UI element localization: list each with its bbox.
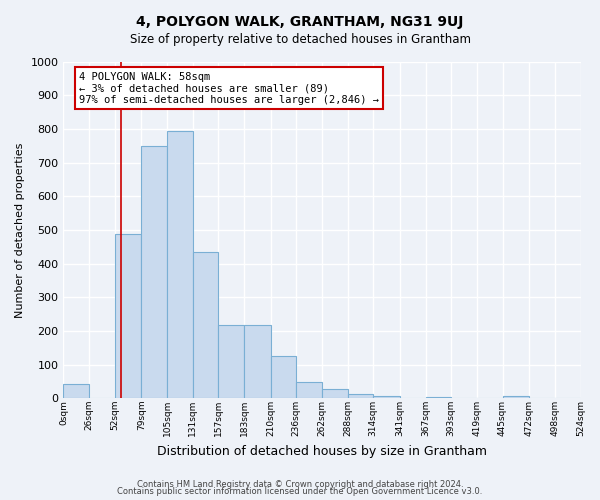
Bar (64, 384, 89, 398)
Text: Contains HM Land Registry data © Crown copyright and database right 2024.: Contains HM Land Registry data © Crown c… (137, 480, 463, 489)
Bar (142, 146, 167, 398)
Bar (347, 394, 373, 398)
Bar (193, 252, 218, 398)
Bar (425, 396, 451, 398)
Bar (322, 389, 347, 398)
Bar (167, 131, 193, 398)
Text: Size of property relative to detached houses in Grantham: Size of property relative to detached ho… (130, 32, 470, 46)
Bar (244, 325, 271, 398)
X-axis label: Distribution of detached houses by size in Grantham: Distribution of detached houses by size … (157, 444, 487, 458)
Y-axis label: Number of detached properties: Number of detached properties (15, 142, 25, 318)
Bar (271, 356, 296, 399)
Bar (373, 396, 400, 398)
Text: 4 POLYGON WALK: 58sqm
← 3% of detached houses are smaller (89)
97% of semi-detac: 4 POLYGON WALK: 58sqm ← 3% of detached h… (79, 72, 379, 105)
Text: Contains public sector information licensed under the Open Government Licence v3: Contains public sector information licen… (118, 487, 482, 496)
Text: 4, POLYGON WALK, GRANTHAM, NG31 9UJ: 4, POLYGON WALK, GRANTHAM, NG31 9UJ (136, 15, 464, 29)
Bar (503, 396, 529, 398)
Bar (115, 234, 142, 398)
Bar (218, 325, 244, 398)
Bar (296, 382, 322, 398)
